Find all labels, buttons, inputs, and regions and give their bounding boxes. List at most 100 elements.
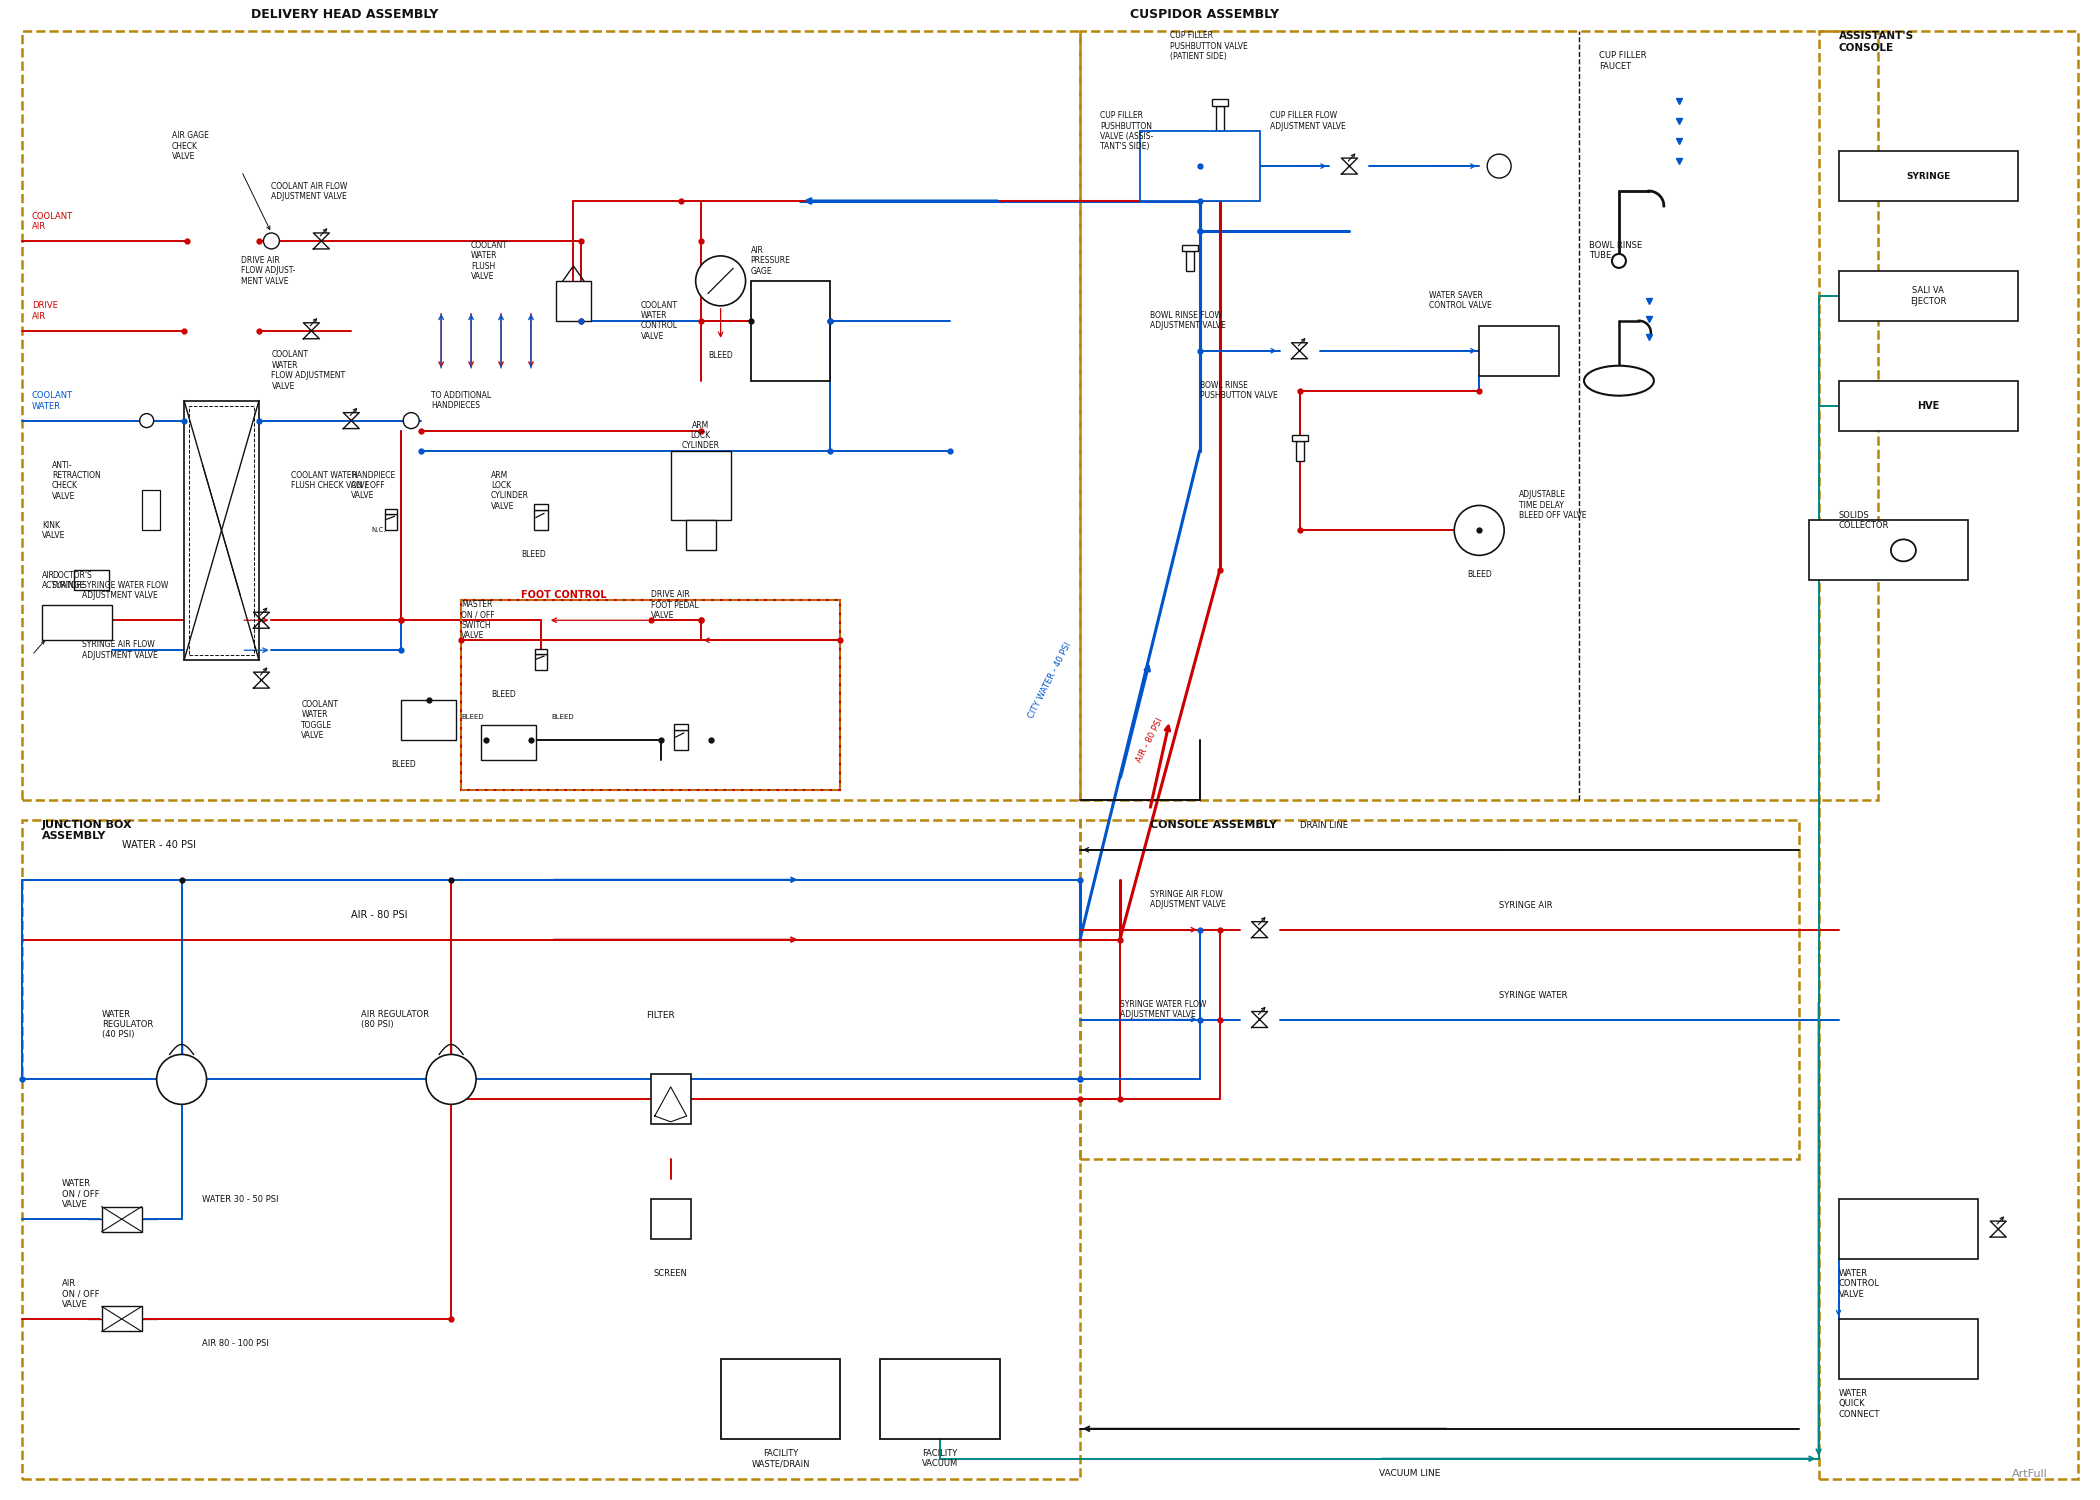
Text: BLEED: BLEED: [391, 760, 416, 770]
Text: WATER - 40 PSI: WATER - 40 PSI: [122, 840, 195, 850]
Text: BOWL RINSE
TUBE: BOWL RINSE TUBE: [1590, 242, 1642, 261]
Text: COOLANT
WATER: COOLANT WATER: [32, 392, 74, 411]
Text: SYRINGE AIR: SYRINGE AIR: [1499, 900, 1552, 909]
Bar: [674, 730, 687, 750]
Bar: [1838, 1318, 1978, 1378]
Text: CUP FILLER
PUSHBUTTON
VALVE (ASSIS-
TANT'S SIDE): CUP FILLER PUSHBUTTON VALVE (ASSIS- TANT…: [1100, 111, 1153, 152]
Bar: [536, 654, 546, 670]
Text: DOCTOR'S
SYRINGE: DOCTOR'S SYRINGE: [52, 572, 92, 591]
Text: AIR - 80 PSI: AIR - 80 PSI: [1134, 717, 1166, 764]
Circle shape: [141, 414, 153, 428]
Text: BLEED: BLEED: [550, 714, 573, 720]
Bar: [384, 510, 397, 515]
Bar: [101, 1206, 141, 1231]
Circle shape: [1613, 254, 1625, 268]
Text: COOLANT
WATER
FLOW ADJUSTMENT
VALVE: COOLANT WATER FLOW ADJUSTMENT VALVE: [271, 351, 347, 390]
Text: AIR GAGE
CHECK
VALVE: AIR GAGE CHECK VALVE: [172, 132, 208, 160]
Bar: [687, 520, 716, 550]
Ellipse shape: [1583, 366, 1655, 396]
Text: CONSOLE ASSEMBLY: CONSOLE ASSEMBLY: [1151, 821, 1277, 830]
Text: ADJUSTABLE
TIME DELAY
BLEED OFF VALVE: ADJUSTABLE TIME DELAY BLEED OFF VALVE: [1518, 490, 1588, 520]
Text: ARM
LOCK
CYLINDER
VALVE: ARM LOCK CYLINDER VALVE: [491, 471, 529, 510]
Circle shape: [1453, 506, 1504, 555]
Text: N.C.: N.C.: [372, 528, 386, 534]
Text: DRIVE
AIR: DRIVE AIR: [32, 302, 59, 321]
Bar: [1808, 520, 1968, 580]
Text: FACILITY
WASTE/DRAIN: FACILITY WASTE/DRAIN: [752, 1449, 811, 1468]
Bar: [651, 1198, 691, 1239]
Text: BLEED: BLEED: [462, 714, 483, 720]
Text: FACILITY
VACUUM: FACILITY VACUUM: [922, 1449, 958, 1468]
Text: AIR
ACTUATOR: AIR ACTUATOR: [42, 570, 82, 590]
Bar: [21, 32, 1079, 800]
Text: MASTER
ON / OFF
SWITCH
VALVE: MASTER ON / OFF SWITCH VALVE: [462, 600, 496, 640]
Text: HVE: HVE: [1917, 400, 1940, 411]
Text: CUP FILLER
FAUCET: CUP FILLER FAUCET: [1598, 51, 1646, 70]
Text: DRIVE AIR
FOOT PEDAL
VALVE: DRIVE AIR FOOT PEDAL VALVE: [651, 591, 699, 620]
Bar: [185, 400, 258, 660]
Text: SYRINGE AIR FLOW
ADJUSTMENT VALVE: SYRINGE AIR FLOW ADJUSTMENT VALVE: [1151, 890, 1226, 909]
Text: WATER
CONTROL
VALVE: WATER CONTROL VALVE: [1838, 1269, 1880, 1299]
Bar: [750, 280, 830, 381]
Text: ArtFull: ArtFull: [2012, 1468, 2048, 1479]
Bar: [101, 1306, 141, 1332]
Text: DELIVERY HEAD ASSEMBLY: DELIVERY HEAD ASSEMBLY: [252, 9, 439, 21]
Bar: [533, 510, 548, 531]
Bar: [42, 606, 111, 640]
Circle shape: [1487, 154, 1512, 178]
Text: ASSISTANT'S
CONSOLE: ASSISTANT'S CONSOLE: [1838, 32, 1913, 53]
Bar: [1819, 32, 2079, 1479]
Text: SALI VA
EJECTOR: SALI VA EJECTOR: [1911, 286, 1947, 306]
Text: BLEED: BLEED: [521, 550, 546, 560]
Circle shape: [695, 256, 746, 306]
Bar: [1182, 244, 1197, 250]
Bar: [141, 490, 160, 531]
Circle shape: [158, 1054, 206, 1104]
Text: DRAIN LINE: DRAIN LINE: [1300, 821, 1348, 830]
Text: SYRINGE WATER FLOW
ADJUSTMENT VALVE: SYRINGE WATER FLOW ADJUSTMENT VALVE: [1119, 999, 1205, 1018]
Text: SYRINGE WATER FLOW
ADJUSTMENT VALVE: SYRINGE WATER FLOW ADJUSTMENT VALVE: [82, 580, 168, 600]
Text: JUNCTION BOX
ASSEMBLY: JUNCTION BOX ASSEMBLY: [42, 821, 132, 842]
Bar: [21, 821, 1079, 1479]
Bar: [674, 724, 687, 730]
Text: HANDPIECE
ON / OFF
VALVE: HANDPIECE ON / OFF VALVE: [351, 471, 395, 501]
Text: KINK
VALVE: KINK VALVE: [42, 520, 65, 540]
Bar: [401, 700, 456, 740]
Text: AIR - 80 PSI: AIR - 80 PSI: [351, 909, 407, 920]
Bar: [670, 450, 731, 520]
Text: COOLANT
WATER
FLUSH
VALVE: COOLANT WATER FLUSH VALVE: [470, 242, 508, 280]
Bar: [1079, 821, 1798, 1160]
Text: COOLANT
WATER
TOGGLE
VALVE: COOLANT WATER TOGGLE VALVE: [302, 700, 338, 741]
Text: SYRINGE AIR FLOW
ADJUSTMENT VALVE: SYRINGE AIR FLOW ADJUSTMENT VALVE: [82, 640, 158, 660]
Text: CUSPIDOR ASSEMBLY: CUSPIDOR ASSEMBLY: [1130, 9, 1279, 21]
Text: AIR
PRESSURE
GAGE: AIR PRESSURE GAGE: [750, 246, 790, 276]
Text: CUP FILLER FLOW
ADJUSTMENT VALVE: CUP FILLER FLOW ADJUSTMENT VALVE: [1270, 111, 1346, 130]
Bar: [1838, 152, 2018, 201]
Bar: [1838, 381, 2018, 430]
Bar: [1838, 272, 2018, 321]
Bar: [720, 1359, 840, 1438]
Text: WATER SAVER
CONTROL VALVE: WATER SAVER CONTROL VALVE: [1430, 291, 1491, 310]
Text: BLEED: BLEED: [708, 351, 733, 360]
Bar: [74, 570, 109, 591]
Bar: [536, 650, 546, 654]
Bar: [189, 405, 254, 656]
Text: AIR
ON / OFF
VALVE: AIR ON / OFF VALVE: [61, 1280, 99, 1310]
Text: BLEED: BLEED: [1466, 570, 1491, 579]
Text: VACUUM LINE: VACUUM LINE: [1380, 1468, 1441, 1478]
Text: COOLANT
WATER
CONTROL
VALVE: COOLANT WATER CONTROL VALVE: [640, 300, 678, 340]
Bar: [651, 1074, 691, 1125]
Text: COOLANT WATER
FLUSH CHECK VALVE: COOLANT WATER FLUSH CHECK VALVE: [292, 471, 370, 490]
Text: BOWL RINSE
PUSHBUTTON VALVE: BOWL RINSE PUSHBUTTON VALVE: [1199, 381, 1277, 400]
Bar: [880, 1359, 1000, 1438]
Bar: [1186, 251, 1193, 272]
Bar: [462, 600, 840, 790]
Bar: [384, 514, 397, 531]
Text: AIR REGULATOR
(80 PSI): AIR REGULATOR (80 PSI): [361, 1010, 428, 1029]
Bar: [1478, 326, 1558, 375]
Text: BOWL RINSE FLOW
ADJUSTMENT VALVE: BOWL RINSE FLOW ADJUSTMENT VALVE: [1151, 310, 1226, 330]
Text: COOLANT AIR FLOW
ADJUSTMENT VALVE: COOLANT AIR FLOW ADJUSTMENT VALVE: [271, 182, 349, 201]
Circle shape: [426, 1054, 477, 1104]
Text: TO ADDITIONAL
HANDPIECES: TO ADDITIONAL HANDPIECES: [430, 390, 491, 410]
Bar: [481, 724, 536, 760]
